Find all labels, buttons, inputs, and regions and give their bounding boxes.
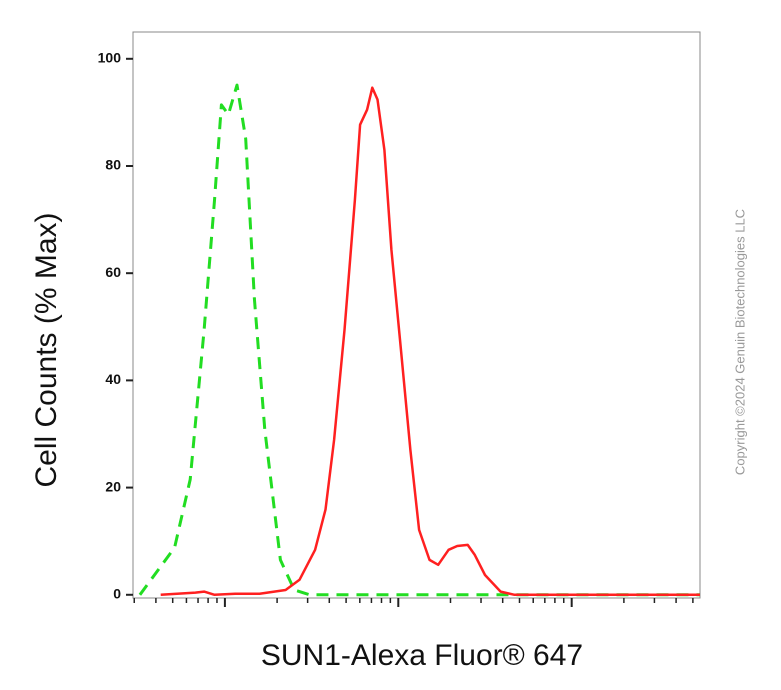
y-tick-label: 100 — [98, 50, 122, 66]
y-axis-label: Cell Counts (% Max) — [30, 212, 63, 487]
copyright: Copyright ©2024 Genuin Biotechnologies L… — [732, 209, 747, 475]
histogram-line — [138, 83, 700, 597]
y-tick-label: 20 — [105, 478, 121, 494]
x-axis-label: SUN1-Alexa Fluor® 647 — [261, 639, 583, 672]
y-tick-label: 60 — [105, 264, 121, 280]
y-tick-label: 0 — [113, 585, 121, 601]
plot-frame — [132, 31, 701, 599]
histogram-line — [160, 86, 700, 597]
y-tick-label: 40 — [105, 371, 121, 387]
y-tick-label: 80 — [105, 157, 121, 173]
